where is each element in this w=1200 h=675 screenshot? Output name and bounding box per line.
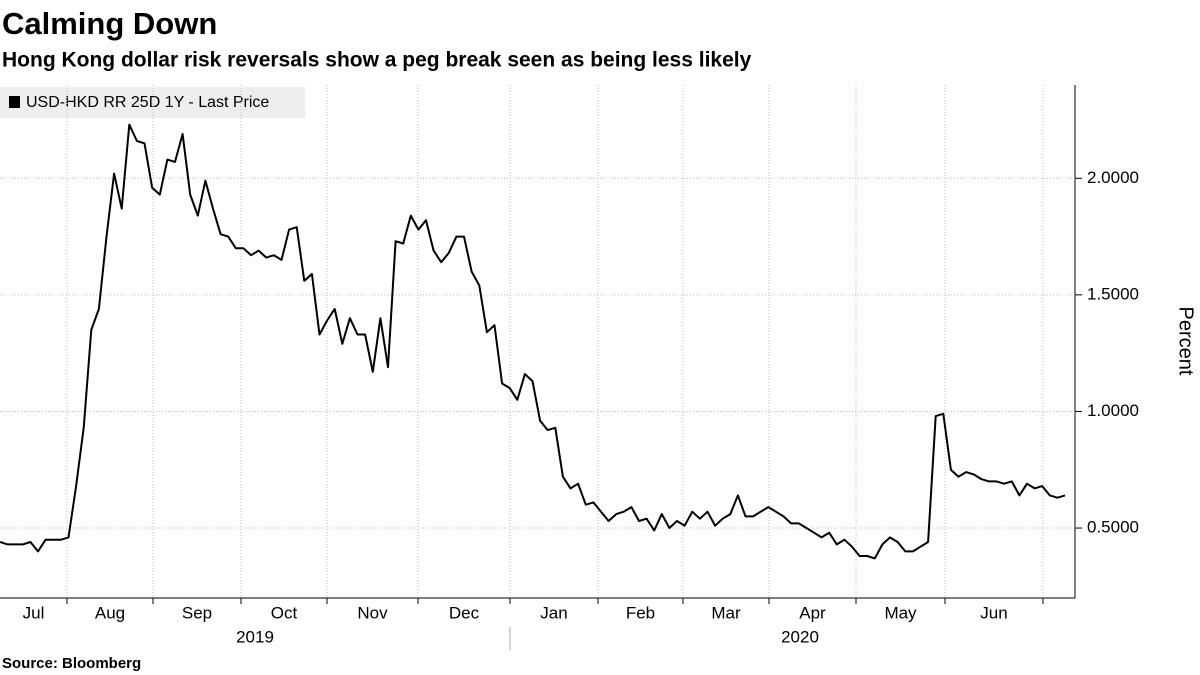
line-series [0, 123, 1066, 560]
x-tick-label: Mar [711, 603, 741, 622]
x-tick-label: Oct [271, 603, 298, 622]
source: Source: Bloomberg [2, 655, 141, 672]
x-tick-label: Feb [626, 603, 655, 622]
legend-label: USD-HKD RR 25D 1Y - Last Price [26, 94, 269, 111]
x-tick-label: May [884, 603, 917, 622]
x-tick-label: Apr [799, 603, 826, 622]
x-tick-label: Dec [449, 603, 480, 622]
x-tick-label: Aug [95, 603, 125, 622]
x-tick-label: Jun [980, 603, 1007, 622]
y-tick-label: 1.5000 [1087, 284, 1139, 303]
x-tick-label: Jan [540, 603, 567, 622]
chart-subtitle: Hong Kong dollar risk reversals show a p… [2, 49, 752, 72]
x-tick-label: Sep [182, 603, 212, 622]
year-label: 2020 [781, 627, 819, 646]
x-tick-label: Nov [357, 603, 388, 622]
y-axis-label: Percent [1175, 307, 1197, 376]
y-tick-label: 0.5000 [1087, 518, 1139, 537]
y-tick-label: 2.0000 [1087, 168, 1139, 187]
year-label: 2019 [236, 627, 274, 646]
chart-title: Calming Down [2, 6, 217, 41]
x-tick-label: Jul [23, 603, 45, 622]
legend-swatch [9, 96, 20, 108]
y-tick-label: 1.0000 [1087, 401, 1139, 420]
